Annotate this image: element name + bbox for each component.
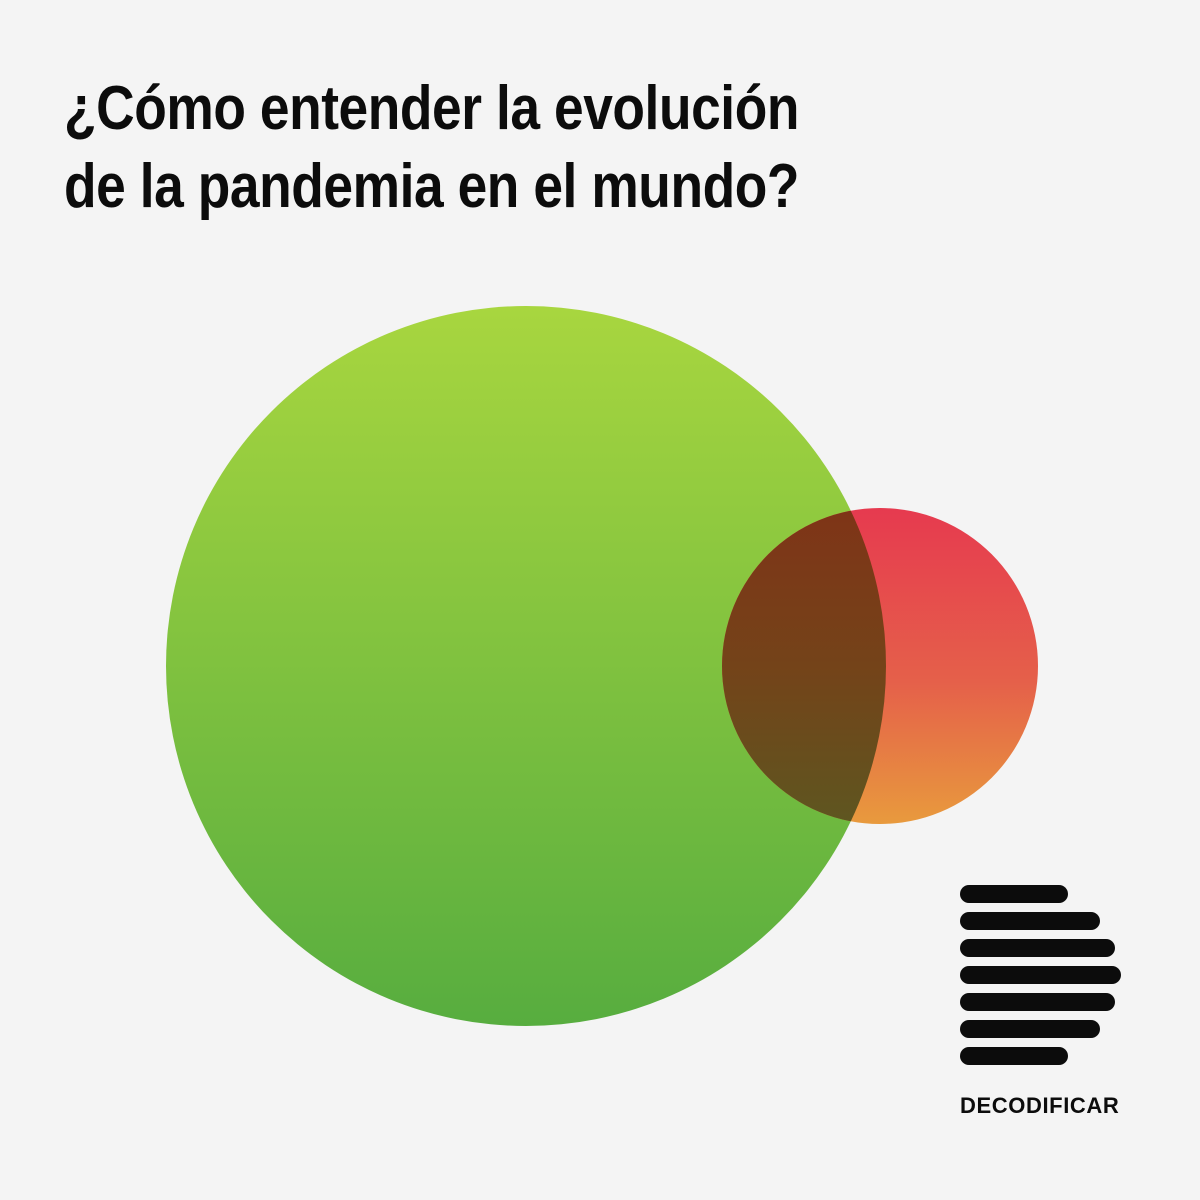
green-circle	[166, 306, 886, 1026]
logo-stripe-6	[960, 1020, 1100, 1038]
brand-name: DECODIFICAR	[960, 1093, 1120, 1118]
logo-stripe-7	[960, 1047, 1068, 1065]
headline: ¿Cómo entender la evolución de la pandem…	[64, 70, 964, 226]
headline-line-2: de la pandemia en el mundo?	[64, 152, 800, 221]
circle-overlap	[722, 508, 886, 824]
logo-stripe-3	[960, 939, 1115, 957]
headline-line-1: ¿Cómo entender la evolución	[64, 74, 799, 143]
logo-stripe-4	[960, 966, 1121, 984]
logo-stripe-2	[960, 912, 1100, 930]
decodificar-logo-icon	[960, 885, 1121, 1065]
logo-stripe-1	[960, 885, 1068, 903]
logo-stripe-5	[960, 993, 1115, 1011]
